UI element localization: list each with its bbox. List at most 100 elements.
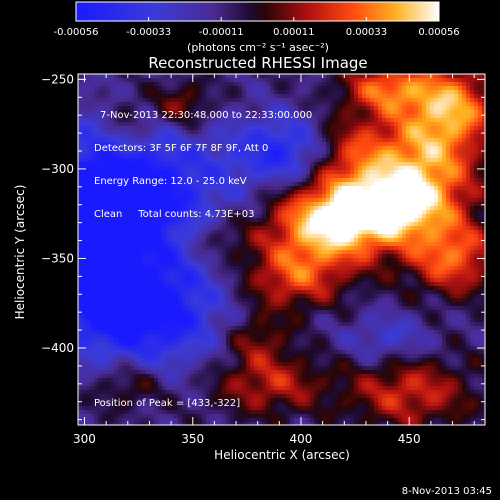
heatmap-cell xyxy=(126,170,131,175)
heatmap-cell xyxy=(346,106,351,111)
heatmap-cell xyxy=(210,162,215,167)
heatmap-cell xyxy=(450,118,455,123)
heatmap-cell xyxy=(194,162,199,167)
heatmap-cell xyxy=(178,74,183,79)
heatmap-cell xyxy=(458,182,463,187)
heatmap-cell xyxy=(350,126,355,131)
heatmap-cell xyxy=(122,210,127,215)
heatmap-cell xyxy=(242,258,247,263)
heatmap-cell xyxy=(138,190,143,195)
heatmap-cell xyxy=(474,230,479,235)
heatmap-cell xyxy=(366,134,371,139)
heatmap-cell xyxy=(430,174,435,179)
heatmap-cell xyxy=(134,146,139,151)
heatmap-cell xyxy=(118,138,123,143)
heatmap-cell xyxy=(474,110,479,115)
heatmap-cell xyxy=(314,246,319,251)
heatmap-cell xyxy=(326,146,331,151)
heatmap-cell xyxy=(106,130,111,135)
heatmap-cell xyxy=(126,118,131,123)
heatmap-cell xyxy=(394,182,399,187)
heatmap-cell xyxy=(326,230,331,235)
heatmap-cell xyxy=(302,222,307,227)
heatmap-cell xyxy=(242,110,247,115)
heatmap-cell xyxy=(394,106,399,111)
heatmap-cell xyxy=(466,242,471,247)
heatmap-cell xyxy=(410,90,415,95)
heatmap-cell xyxy=(246,262,251,267)
heatmap-cell xyxy=(386,194,391,199)
heatmap-cell xyxy=(342,166,347,171)
heatmap-cell xyxy=(366,222,371,227)
heatmap-cell xyxy=(402,74,407,79)
heatmap-cell xyxy=(262,198,267,203)
heatmap-cell xyxy=(194,174,199,179)
heatmap-cell xyxy=(106,210,111,215)
heatmap-cell xyxy=(430,202,435,207)
heatmap-cell xyxy=(402,242,407,247)
heatmap-cell xyxy=(170,170,175,175)
heatmap-cell xyxy=(234,214,239,219)
heatmap-cell xyxy=(282,174,287,179)
heatmap-cell xyxy=(170,78,175,83)
heatmap-cell xyxy=(214,126,219,131)
heatmap-cell xyxy=(238,122,243,127)
heatmap-cell xyxy=(370,250,375,255)
heatmap-cell xyxy=(422,210,427,215)
heatmap-cell xyxy=(418,254,423,259)
heatmap-cell xyxy=(78,190,83,195)
heatmap-cell xyxy=(298,218,303,223)
heatmap-cell xyxy=(402,82,407,87)
heatmap-cell xyxy=(318,198,323,203)
heatmap-cell xyxy=(154,254,159,259)
heatmap-cell xyxy=(106,206,111,211)
heatmap-cell xyxy=(266,150,271,155)
heatmap-cell xyxy=(198,194,203,199)
heatmap-cell xyxy=(314,174,319,179)
heatmap-cell xyxy=(434,154,439,159)
heatmap-cell xyxy=(86,98,91,103)
heatmap-cell xyxy=(250,94,255,99)
heatmap-cell xyxy=(430,254,435,259)
heatmap-cell xyxy=(218,82,223,87)
heatmap-cell xyxy=(110,170,115,175)
heatmap-cell xyxy=(478,130,483,135)
heatmap-cell xyxy=(182,254,187,259)
heatmap-cell xyxy=(230,174,235,179)
heatmap-cell xyxy=(186,182,191,187)
heatmap-cell xyxy=(118,262,123,267)
heatmap-cell xyxy=(94,182,99,187)
heatmap-cell xyxy=(378,194,383,199)
heatmap-cell xyxy=(450,146,455,151)
heatmap-cell xyxy=(86,202,91,207)
heatmap-cell xyxy=(230,226,235,231)
heatmap-cell xyxy=(330,210,335,215)
heatmap-cell xyxy=(478,174,483,179)
heatmap-cell xyxy=(322,154,327,159)
heatmap-cell xyxy=(278,150,283,155)
heatmap-cell xyxy=(198,86,203,91)
colorbar-tick-label: 0.00011 xyxy=(273,27,314,38)
heatmap-cell xyxy=(270,214,275,219)
heatmap-cell xyxy=(454,178,459,183)
heatmap-cell xyxy=(194,166,199,171)
heatmap-cell xyxy=(426,230,431,235)
heatmap-cell xyxy=(258,254,263,259)
heatmap-cell xyxy=(438,134,443,139)
heatmap-cell xyxy=(98,242,103,247)
heatmap-cell xyxy=(434,194,439,199)
heatmap-cell xyxy=(214,258,219,263)
heatmap-cell xyxy=(454,234,459,239)
heatmap-cell xyxy=(434,86,439,91)
heatmap-cell xyxy=(402,222,407,227)
heatmap-cell xyxy=(90,158,95,163)
heatmap-cell xyxy=(358,174,363,179)
heatmap-cell xyxy=(114,206,119,211)
heatmap-cell xyxy=(146,246,151,251)
heatmap-cell xyxy=(250,258,255,263)
heatmap-cell xyxy=(118,238,123,243)
heatmap-cell xyxy=(206,194,211,199)
heatmap-cell xyxy=(346,98,351,103)
heatmap-cell xyxy=(270,146,275,151)
heatmap-cell xyxy=(222,142,227,147)
